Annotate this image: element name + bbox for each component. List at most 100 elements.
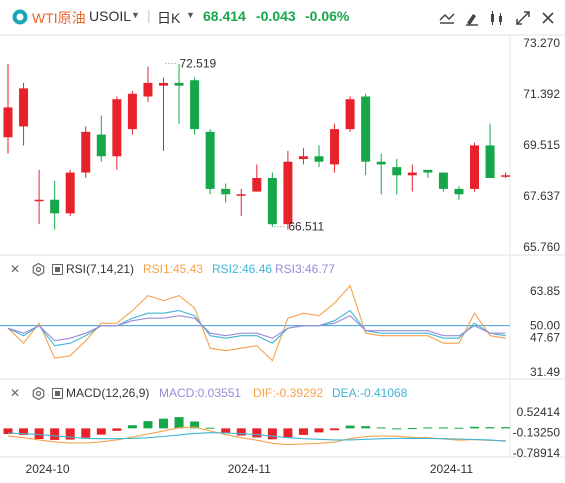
symbol-dropdown-icon[interactable]: ▼ (131, 10, 140, 20)
macd-visibility-icon[interactable] (52, 388, 63, 399)
dif-value: DIF:-0.39292 (253, 386, 324, 400)
macd-histogram-bar (330, 428, 340, 431)
macd-histogram-bar (376, 427, 386, 429)
macd-histogram-bar (252, 428, 262, 438)
candle-body (361, 96, 371, 162)
rsi1-value: RSI1:45.43 (143, 262, 204, 276)
candle-body (283, 161, 293, 225)
price-tick-label: 67.637 (523, 189, 560, 203)
candle-body (96, 134, 106, 157)
macd-histogram-bar (3, 428, 13, 434)
macd-settings-icon[interactable] (32, 387, 45, 400)
candle-body (345, 99, 355, 130)
candle-body (65, 172, 75, 214)
candle-body (470, 145, 479, 189)
price-tick-label: 71.392 (523, 87, 560, 101)
hide-macd-icon[interactable]: ✕ (10, 386, 21, 400)
hide-rsi-icon[interactable]: ✕ (10, 262, 21, 276)
dea-value: DEA:-0.41068 (332, 386, 408, 400)
macd-legend: ✕ MACD(12,26,9) MACD:0.03551 DIF:-0.3929… (10, 386, 430, 402)
candle-body (3, 107, 13, 138)
indicator-icon[interactable] (487, 8, 507, 28)
macd-value: MACD:0.03551 (159, 386, 242, 400)
rsi1-line (7, 284, 506, 362)
candle-body (34, 199, 44, 202)
price-change-percent: -0.06% (305, 8, 350, 24)
rsi-tick-label: 50.00 (530, 319, 560, 333)
dea-line (7, 432, 506, 442)
price-tick-label: 69.515 (523, 138, 560, 152)
macd-histogram-bar (205, 427, 215, 429)
rsi2-value: RSI2:46.46 (212, 262, 273, 276)
macd-histogram-bar (361, 426, 371, 429)
macd-tick-label: 0.52414 (517, 405, 561, 419)
last-price: 68.414 (203, 8, 246, 24)
date-tick-label: 2024-11 (228, 462, 271, 476)
macd-histogram-bar (159, 418, 168, 429)
candle-body (438, 172, 448, 189)
date-tick-label: 2024-10 (26, 462, 70, 476)
macd-histogram-bar (314, 428, 324, 433)
macd-histogram-bar (407, 428, 417, 430)
candle-body (190, 80, 200, 130)
candle-body (81, 131, 91, 173)
close-icon[interactable] (538, 8, 558, 28)
chart-header: WTI原油 USOIL ▼ | 日K ▼ 68.414 -0.043 -0.06… (0, 0, 565, 34)
rsi-settings-icon[interactable] (32, 263, 45, 276)
period-dropdown-icon[interactable]: ▼ (186, 10, 195, 20)
candle-body (376, 161, 386, 165)
candle-body (252, 178, 262, 192)
price-change: -0.043 (256, 8, 296, 24)
rsi-legend: ✕ RSI(7,14,21) RSI1:45.43 RSI2:46.46 RSI… (10, 262, 370, 278)
macd-histogram-bar (501, 427, 511, 429)
macd-histogram-bar (423, 427, 433, 429)
macd-histogram-bar (112, 428, 122, 431)
draw-line-icon[interactable] (437, 8, 457, 28)
candle-body (314, 156, 324, 162)
macd-histogram-bar (236, 428, 246, 436)
rsi-label: RSI(7,14,21) (66, 262, 135, 276)
candle-body (454, 188, 464, 195)
macd-histogram-bar (174, 417, 184, 429)
macd-histogram-bar (96, 428, 106, 435)
macd-histogram-bar (345, 425, 355, 429)
candle-body (112, 99, 122, 157)
macd-histogram-bar (190, 421, 200, 429)
macd-histogram-bar (65, 428, 75, 440)
candle-body (50, 199, 60, 214)
macd-histogram-bar (19, 428, 29, 435)
rsi-tick-label: 63.85 (530, 284, 560, 298)
extreme-price-label: 66.511 (288, 220, 324, 234)
candle-body (19, 88, 29, 127)
candle-body (205, 131, 215, 189)
macd-tick-label: -0.13250 (513, 426, 561, 440)
candle-body (174, 82, 184, 86)
rsi2-line (7, 309, 506, 347)
macd-histogram-bar (485, 427, 495, 429)
rsi-visibility-icon[interactable] (52, 264, 63, 275)
macd-histogram-bar (392, 428, 402, 430)
expand-icon[interactable] (513, 8, 533, 28)
candle-body (501, 175, 511, 177)
instrument-symbol[interactable]: USOIL (89, 8, 132, 24)
symbol-logo-icon (12, 9, 28, 25)
macd-histogram-bar (283, 428, 293, 438)
macd-histogram-bar (298, 428, 308, 435)
macd-histogram-bar (221, 428, 231, 433)
candle-body (423, 169, 433, 173)
price-tick-label: 65.760 (523, 240, 560, 254)
period-selector[interactable]: 日K (157, 10, 181, 26)
macd-histogram-bar (34, 428, 44, 439)
rsi-tick-label: 31.49 (530, 365, 560, 379)
rsi3-value: RSI3:46.77 (275, 262, 336, 276)
macd-histogram-bar (438, 427, 448, 429)
macd-histogram-bar (267, 428, 277, 440)
candle-body (298, 156, 308, 159)
dif-line (7, 426, 506, 446)
macd-histogram-bar (81, 428, 91, 438)
candle-body (392, 167, 402, 176)
candle-body (330, 129, 340, 165)
brush-icon[interactable] (462, 8, 482, 28)
candle-body (267, 178, 277, 225)
